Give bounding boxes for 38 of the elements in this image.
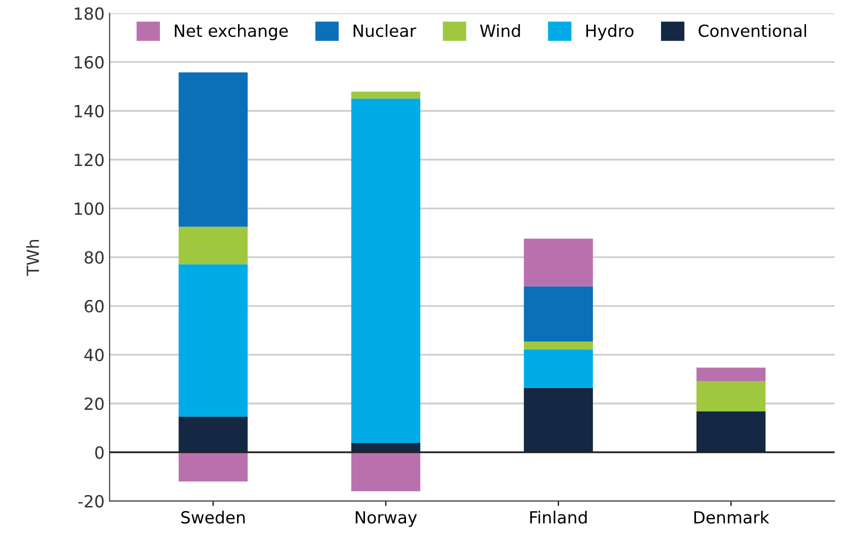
- y-tick-label: 0: [95, 446, 104, 459]
- legend-label: Hydro: [586, 24, 634, 40]
- y-tick-label: 140: [74, 104, 104, 118]
- legend-label: Net exchange: [174, 24, 288, 40]
- y-tick-label: 120: [74, 154, 104, 166]
- bar: [524, 388, 593, 452]
- bar: [696, 381, 766, 412]
- bar: [351, 92, 420, 99]
- x-tick-label: Sweden: [181, 510, 245, 524]
- x-tick-label: Denmark: [694, 510, 770, 524]
- bar: [696, 368, 766, 382]
- y-tick-label: 180: [74, 7, 104, 20]
- y-tick-label: 20: [84, 397, 104, 410]
- bar: [696, 411, 766, 452]
- bar: [178, 72, 248, 227]
- y-tick-label: -20: [78, 494, 104, 508]
- y-tick-label: 160: [74, 56, 104, 69]
- legend-label: Conventional: [698, 24, 806, 38]
- bar: [524, 349, 593, 388]
- bar: [524, 286, 593, 342]
- bar: [178, 226, 248, 264]
- y-tick-label: 40: [84, 348, 104, 362]
- y-tick-label: 100: [74, 202, 104, 215]
- bar: [178, 416, 248, 452]
- legend-label: Wind: [480, 24, 520, 38]
- bar: [351, 98, 420, 443]
- x-tick-label: Norway: [356, 511, 417, 527]
- legend-label: Nuclear: [354, 24, 416, 38]
- y-tick-label: 80: [84, 251, 104, 264]
- bar: [351, 452, 420, 492]
- bar: [524, 342, 593, 350]
- x-tick-label: Finland: [530, 510, 587, 524]
- bar: [351, 442, 420, 452]
- bar: [524, 238, 593, 286]
- bar: [178, 264, 248, 417]
- y-axis-title: TWh: [26, 240, 39, 276]
- bar: [178, 452, 248, 482]
- y-tick-label: 60: [84, 300, 104, 313]
